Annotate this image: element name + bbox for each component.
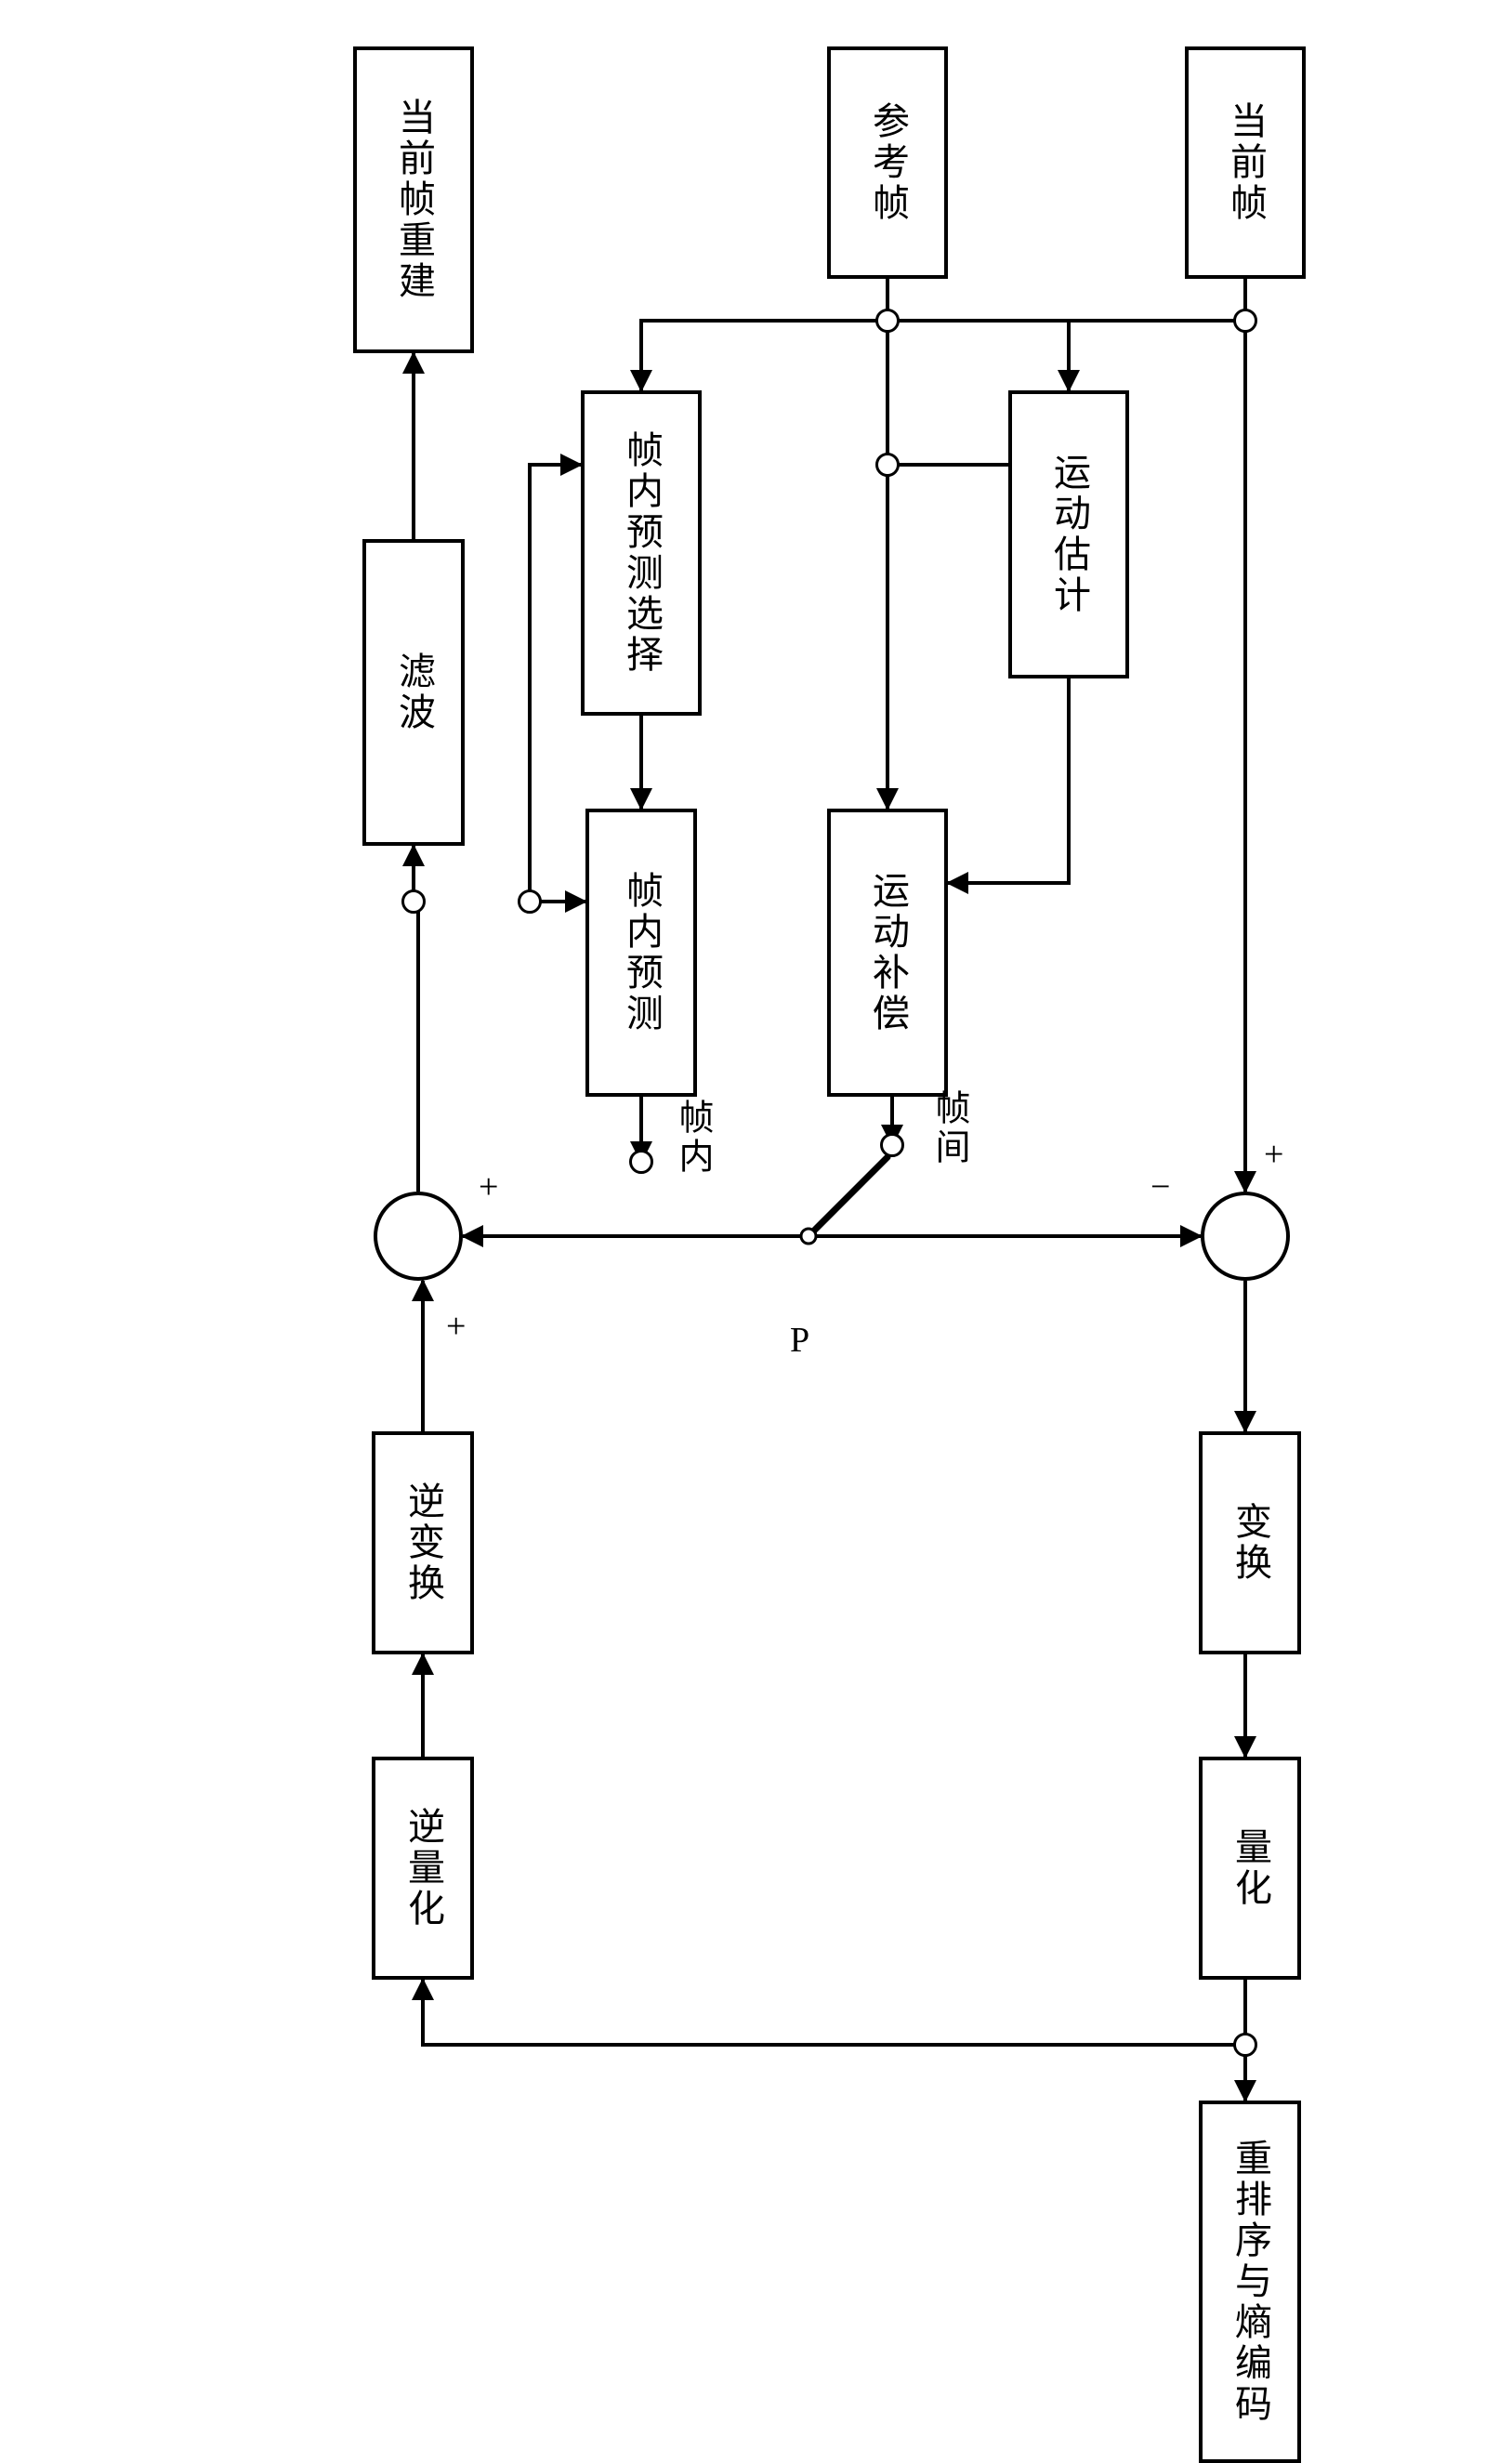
label-plus_l1: + bbox=[479, 1166, 498, 1207]
label-inter: 帧间 bbox=[924, 1089, 975, 1167]
node-label: 重排序与熵编码 bbox=[1223, 2139, 1277, 2425]
node-filter: 滤波 bbox=[362, 539, 465, 846]
node-label: 帧内预测 bbox=[614, 871, 668, 1034]
junction-j_intra_out bbox=[629, 1150, 653, 1174]
node-label: 当前帧 bbox=[1218, 101, 1272, 224]
node-label: 运动补偿 bbox=[861, 871, 914, 1034]
node-reorder_entropy: 重排序与熵编码 bbox=[1199, 2101, 1301, 2463]
junction-j_top_right bbox=[1233, 309, 1257, 333]
node-label: 逆量化 bbox=[396, 1807, 450, 1930]
switch-lever bbox=[809, 1157, 887, 1236]
node-label: 帧内预测选择 bbox=[614, 430, 668, 676]
node-label: 变换 bbox=[1223, 1502, 1277, 1584]
node-intra_pred: 帧内预测 bbox=[585, 809, 697, 1097]
node-transform: 变换 bbox=[1199, 1431, 1301, 1654]
node-intra_pred_select: 帧内预测选择 bbox=[581, 390, 702, 716]
edge-me_to_mc bbox=[948, 678, 1069, 883]
edge-cur_to_ips bbox=[641, 321, 1245, 390]
junction-j_quant_out bbox=[1233, 2033, 1257, 2057]
summing-left_sum bbox=[374, 1192, 463, 1281]
label-plus_r: + bbox=[1264, 1134, 1283, 1175]
node-quantize: 量化 bbox=[1199, 1757, 1301, 1980]
junction-j_link bbox=[875, 453, 900, 477]
junction-j_left_upper bbox=[401, 889, 426, 914]
node-current_reconstruct: 当前帧重建 bbox=[353, 46, 474, 353]
node-motion_comp: 运动补偿 bbox=[827, 809, 948, 1097]
edge-cur_to_me bbox=[1069, 321, 1245, 390]
node-reference_frame: 参考帧 bbox=[827, 46, 948, 279]
junction-j_top_ref bbox=[875, 309, 900, 333]
junction-j_inter_out bbox=[880, 1133, 904, 1157]
label-P: P bbox=[790, 1320, 809, 1361]
summing-right_sum bbox=[1201, 1192, 1290, 1281]
node-label: 运动估计 bbox=[1042, 453, 1096, 616]
label-minus_r: − bbox=[1150, 1166, 1170, 1207]
node-current_frame: 当前帧 bbox=[1185, 46, 1306, 279]
label-plus_l2: + bbox=[446, 1306, 466, 1347]
node-motion_estimation: 运动估计 bbox=[1008, 390, 1129, 678]
node-label: 滤波 bbox=[387, 652, 440, 733]
node-label: 当前帧重建 bbox=[387, 98, 440, 302]
node-label: 量化 bbox=[1223, 1827, 1277, 1909]
edge-q_to_iq bbox=[423, 1980, 1245, 2045]
label-intra: 帧内 bbox=[667, 1099, 718, 1177]
node-inverse_quantize: 逆量化 bbox=[372, 1757, 474, 1980]
edge-lsum_to_ips bbox=[530, 465, 581, 902]
junction-j_left_branch bbox=[518, 889, 542, 914]
node-label: 逆变换 bbox=[396, 1482, 450, 1604]
node-label: 参考帧 bbox=[861, 101, 914, 224]
node-inverse_transform: 逆变换 bbox=[372, 1431, 474, 1654]
